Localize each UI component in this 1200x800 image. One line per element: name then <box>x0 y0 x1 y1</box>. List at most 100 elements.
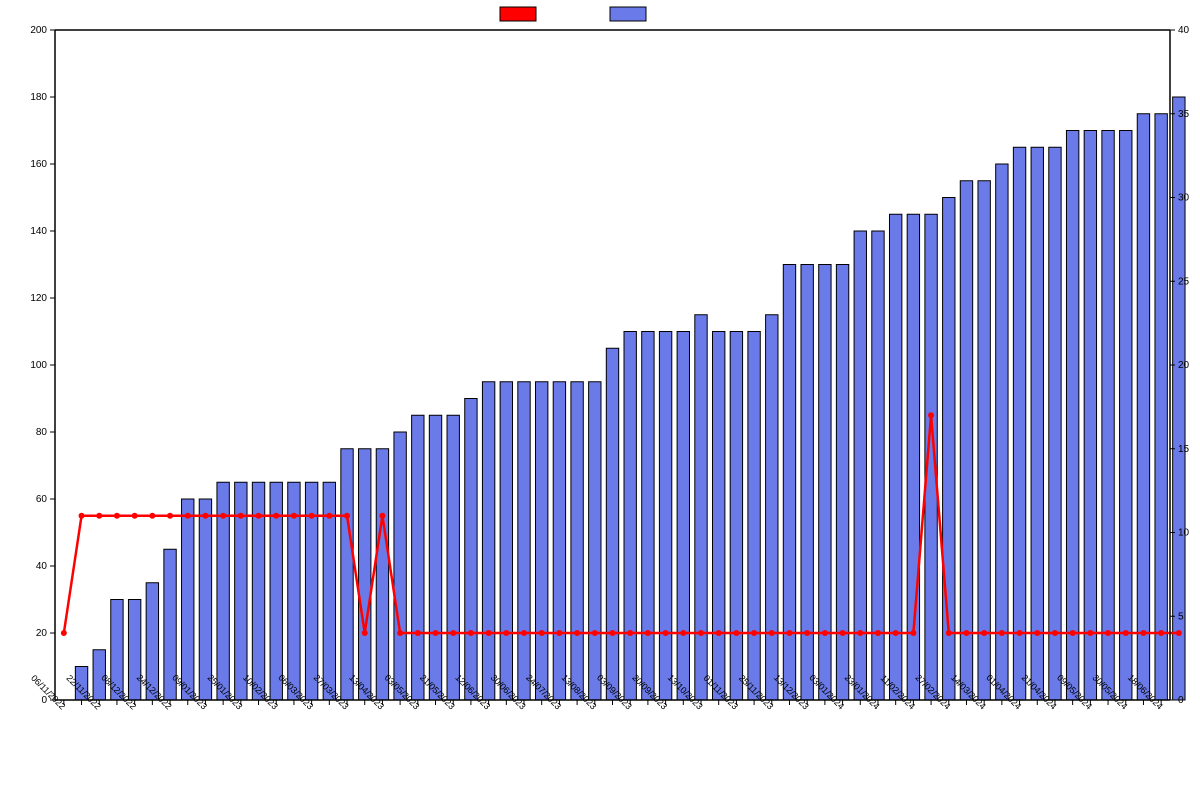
bar <box>589 382 601 700</box>
bar <box>376 449 388 700</box>
bar <box>872 231 884 700</box>
y-left-tick-label: 200 <box>30 25 47 36</box>
line-marker <box>149 513 155 519</box>
bar <box>341 449 353 700</box>
bar <box>978 181 990 700</box>
line-marker <box>1140 630 1146 636</box>
bar <box>465 399 477 701</box>
line-marker <box>822 630 828 636</box>
line-marker <box>556 630 562 636</box>
line-marker <box>592 630 598 636</box>
line-marker <box>344 513 350 519</box>
line-marker <box>379 513 385 519</box>
bar <box>889 214 901 700</box>
line-marker <box>928 412 934 418</box>
y-left-tick-label: 120 <box>30 293 47 304</box>
bar <box>695 315 707 700</box>
bar <box>128 600 140 701</box>
line-marker <box>521 630 527 636</box>
line-marker <box>663 630 669 636</box>
line-marker <box>875 630 881 636</box>
bar <box>536 382 548 700</box>
bar <box>1137 114 1149 700</box>
y-left-tick-label: 40 <box>36 561 48 572</box>
line-marker <box>397 630 403 636</box>
line-marker <box>309 513 315 519</box>
y-right-tick-label: 35 <box>1178 109 1190 120</box>
bar <box>624 332 636 701</box>
line-marker <box>362 630 368 636</box>
bar <box>1084 131 1096 701</box>
line-marker <box>981 630 987 636</box>
line-marker <box>503 630 509 636</box>
y-right-tick-label: 0 <box>1178 695 1184 706</box>
bar <box>677 332 689 701</box>
bar <box>606 348 618 700</box>
line-marker <box>291 513 297 519</box>
line-marker <box>1158 630 1164 636</box>
y-right-tick-label: 5 <box>1178 611 1184 622</box>
y-left-tick-label: 140 <box>30 226 47 237</box>
bar <box>412 415 424 700</box>
line-marker <box>1176 630 1182 636</box>
line-marker <box>751 630 757 636</box>
line-marker <box>680 630 686 636</box>
bar <box>960 181 972 700</box>
bar <box>1120 131 1132 701</box>
line-marker <box>433 630 439 636</box>
y-left-tick-label: 80 <box>36 427 48 438</box>
line-marker <box>733 630 739 636</box>
line-marker <box>1123 630 1129 636</box>
line-marker <box>185 513 191 519</box>
line-marker <box>574 630 580 636</box>
line-marker <box>114 513 120 519</box>
bar <box>730 332 742 701</box>
bar <box>659 332 671 701</box>
line-marker <box>238 513 244 519</box>
line-marker <box>79 513 85 519</box>
y-left-tick-label: 180 <box>30 92 47 103</box>
y-left-tick-label: 60 <box>36 494 48 505</box>
bar <box>182 499 194 700</box>
y-right-tick-label: 20 <box>1178 360 1190 371</box>
y-right-tick-label: 25 <box>1178 276 1190 287</box>
line-marker <box>786 630 792 636</box>
bar <box>553 382 565 700</box>
line-marker <box>220 513 226 519</box>
bar <box>748 332 760 701</box>
y-right-tick-label: 10 <box>1178 528 1190 539</box>
line-marker <box>1034 630 1040 636</box>
line-series <box>64 415 1179 633</box>
y-left-tick-label: 20 <box>36 628 48 639</box>
bar <box>713 332 725 701</box>
line-marker <box>857 630 863 636</box>
line-marker <box>910 630 916 636</box>
bar <box>766 315 778 700</box>
y-right-tick-label: 15 <box>1178 444 1190 455</box>
line-marker <box>486 630 492 636</box>
line-marker <box>840 630 846 636</box>
bar <box>1013 147 1025 700</box>
line-marker <box>963 630 969 636</box>
dual-axis-chart: 0204060801001201401601802000510152025303… <box>0 0 1200 800</box>
line-marker <box>946 630 952 636</box>
bar <box>359 449 371 700</box>
legend-swatch-bar <box>610 7 646 21</box>
bar <box>1031 147 1043 700</box>
line-marker <box>1017 630 1023 636</box>
bar <box>199 499 211 700</box>
bar <box>1066 131 1078 701</box>
y-right-tick-label: 30 <box>1178 193 1190 204</box>
line-marker <box>96 513 102 519</box>
line-marker <box>893 630 899 636</box>
bar <box>571 382 583 700</box>
bar <box>447 415 459 700</box>
line-marker <box>1105 630 1111 636</box>
bar <box>1049 147 1061 700</box>
line-marker <box>326 513 332 519</box>
line-marker <box>415 630 421 636</box>
bar <box>1102 131 1114 701</box>
line-marker <box>167 513 173 519</box>
bar <box>394 432 406 700</box>
line-marker <box>716 630 722 636</box>
